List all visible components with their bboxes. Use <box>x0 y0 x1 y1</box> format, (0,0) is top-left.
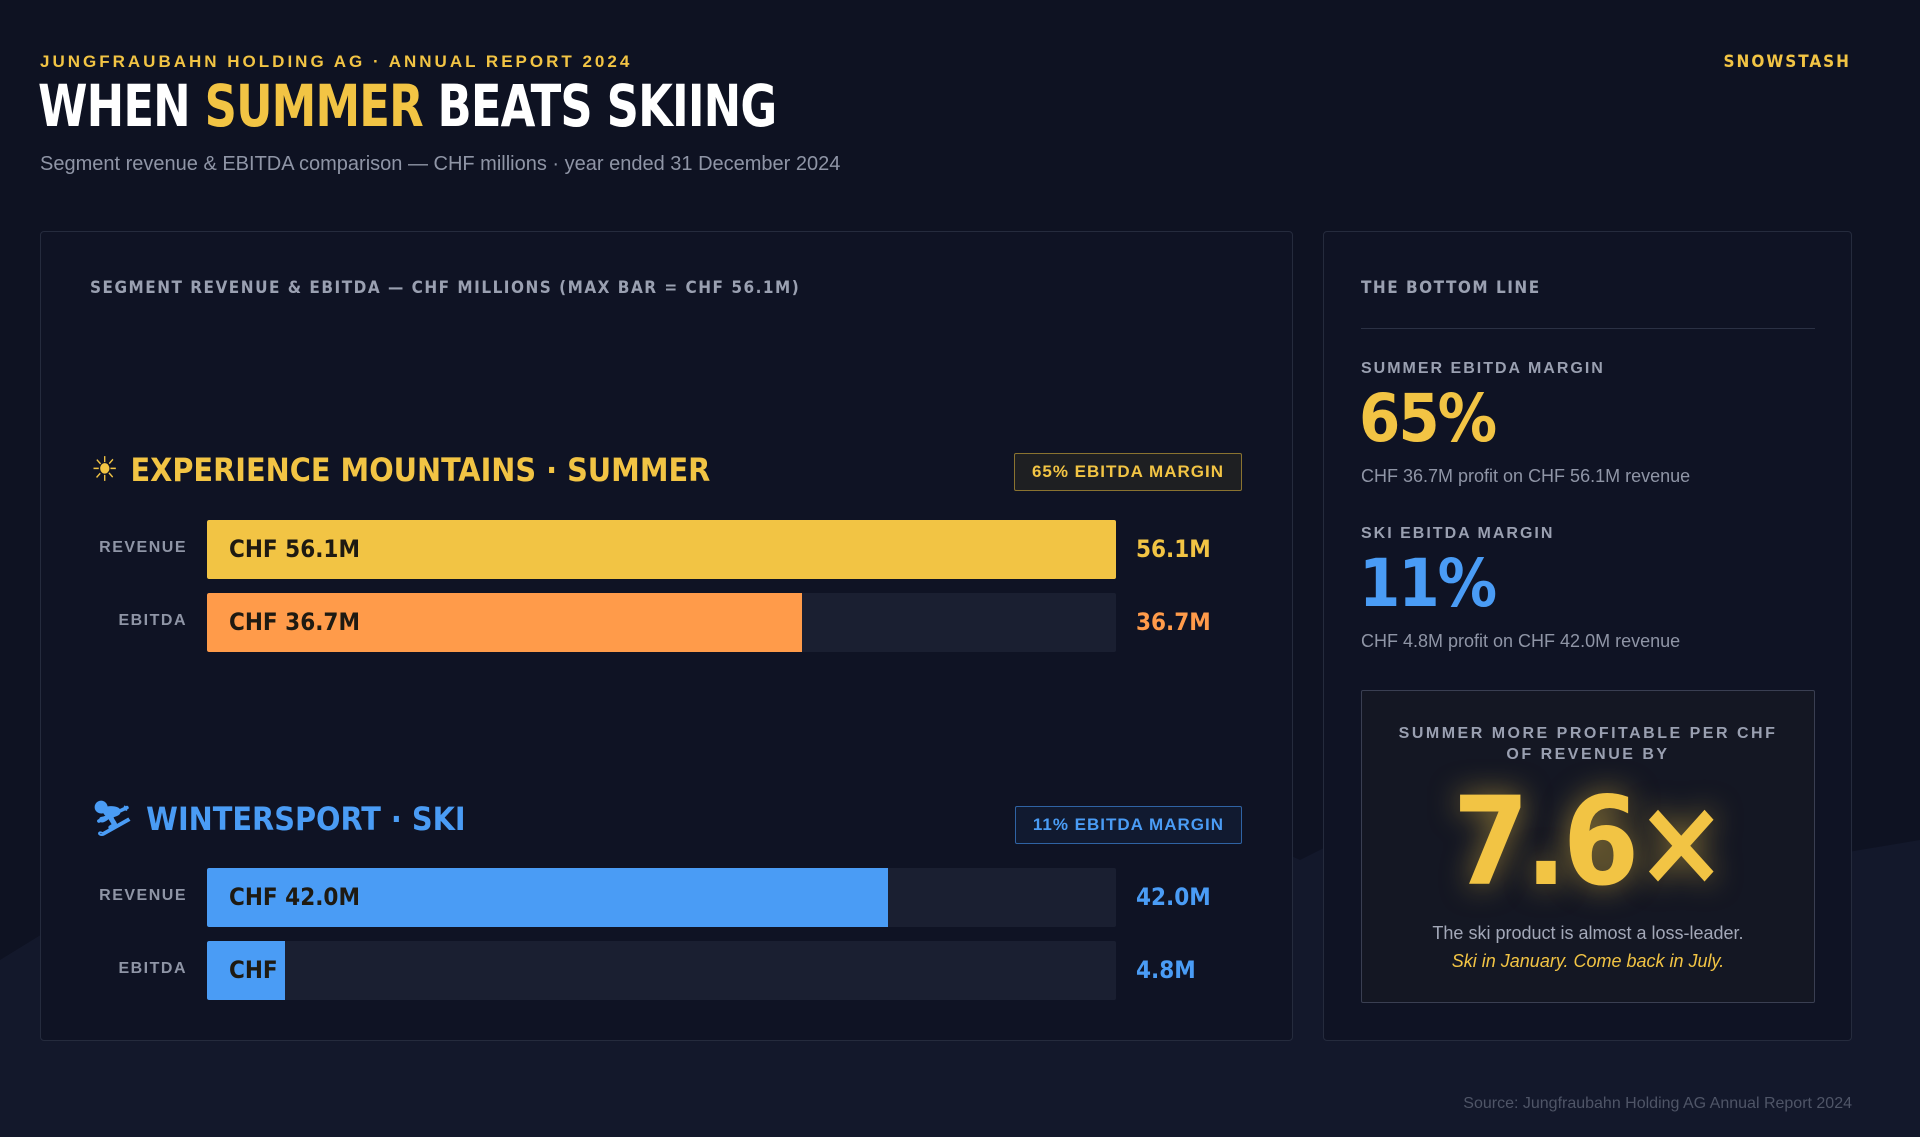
page-title: WHEN SUMMER BEATS SKIING <box>38 72 778 140</box>
ski-ebitda-bar-text: CHF 4.8M <box>229 956 285 984</box>
summer-revenue-bar <box>207 520 1116 579</box>
summer-margin-value: 65% <box>1359 380 1497 457</box>
summer-segment-title: ☀ EXPERIENCE MOUNTAINS · SUMMER <box>91 451 710 489</box>
summer-ebitda-label: EBITDA <box>118 612 187 629</box>
title-part2: BEATS SKIING <box>422 72 778 140</box>
bottom-line-label: THE BOTTOM LINE <box>1361 278 1541 298</box>
page-subtitle: Segment revenue & EBITDA comparison — CH… <box>40 153 841 175</box>
callout-tagline: Ski in January. Come back in July. <box>1451 951 1725 971</box>
chart-panel: SEGMENT REVENUE & EBITDA — CHF MILLIONS … <box>40 231 1293 1041</box>
summer-revenue-bar-text: CHF 56.1M <box>229 535 360 563</box>
ski-ebitda-bar: CHF 4.8M <box>207 941 285 1000</box>
summer-revenue-label: REVENUE <box>99 539 187 556</box>
ski-ebitda-track: CHF 4.8M <box>207 941 1116 1000</box>
ski-margin-value: 11% <box>1359 545 1497 622</box>
title-part1: WHEN <box>38 72 205 140</box>
chart-panel-label: SEGMENT REVENUE & EBITDA — CHF MILLIONS … <box>90 278 801 298</box>
skier-icon: ⛷ <box>91 799 135 839</box>
bottom-line-panel: THE BOTTOM LINE SUMMER EBITDA MARGIN 65%… <box>1323 231 1852 1041</box>
summer-title-text: EXPERIENCE MOUNTAINS · SUMMER <box>130 451 711 489</box>
brand-logo: SNOWSTASH <box>1723 52 1851 72</box>
ski-ebitda-label: EBITDA <box>118 960 187 977</box>
ski-revenue-bar-text: CHF 42.0M <box>229 883 360 911</box>
bottom-line-divider <box>1361 328 1815 329</box>
summer-ebitda-value: 36.7M <box>1136 608 1211 636</box>
ski-segment-title: ⛷ WINTERSPORT · SKI <box>91 800 466 838</box>
summer-margin-badge: 65% EBITDA MARGIN <box>1013 453 1242 491</box>
ski-margin-badge: 11% EBITDA MARGIN <box>1014 806 1242 844</box>
ski-margin-label: SKI EBITDA MARGIN <box>1361 525 1555 542</box>
summer-revenue-value: 56.1M <box>1136 535 1211 563</box>
profitability-callout: SUMMER MORE PROFITABLE PER CHF OF REVENU… <box>1361 690 1815 1003</box>
ski-revenue-bar <box>207 868 888 927</box>
summer-margin-sub: CHF 36.7M profit on CHF 56.1M revenue <box>1361 466 1691 486</box>
callout-label: SUMMER MORE PROFITABLE PER CHF OF REVENU… <box>1398 725 1778 763</box>
ski-revenue-value: 42.0M <box>1136 883 1211 911</box>
summer-ebitda-track: CHF 36.7M <box>207 593 1116 652</box>
ski-revenue-track: CHF 42.0M <box>207 868 1116 927</box>
ski-ebitda-value: 4.8M <box>1136 956 1196 984</box>
title-accent: SUMMER <box>204 72 424 140</box>
ski-title-text: WINTERSPORT · SKI <box>146 800 466 838</box>
ski-revenue-label: REVENUE <box>99 887 187 904</box>
ski-margin-sub: CHF 4.8M profit on CHF 42.0M revenue <box>1361 631 1681 651</box>
report-kicker: JUNGFRAUBAHN HOLDING AG · ANNUAL REPORT … <box>40 52 633 71</box>
summer-margin-label: SUMMER EBITDA MARGIN <box>1361 360 1605 377</box>
summer-revenue-track: CHF 56.1M <box>207 520 1116 579</box>
callout-value: 7.6× <box>1452 771 1727 913</box>
summer-ebitda-bar <box>207 593 802 652</box>
summer-ebitda-bar-text: CHF 36.7M <box>229 608 360 636</box>
source-note: Source: Jungfraubahn Holding AG Annual R… <box>1463 1095 1852 1112</box>
callout-note: The ski product is almost a loss-leader. <box>1432 923 1744 943</box>
sun-icon: ☀ <box>91 450 119 490</box>
